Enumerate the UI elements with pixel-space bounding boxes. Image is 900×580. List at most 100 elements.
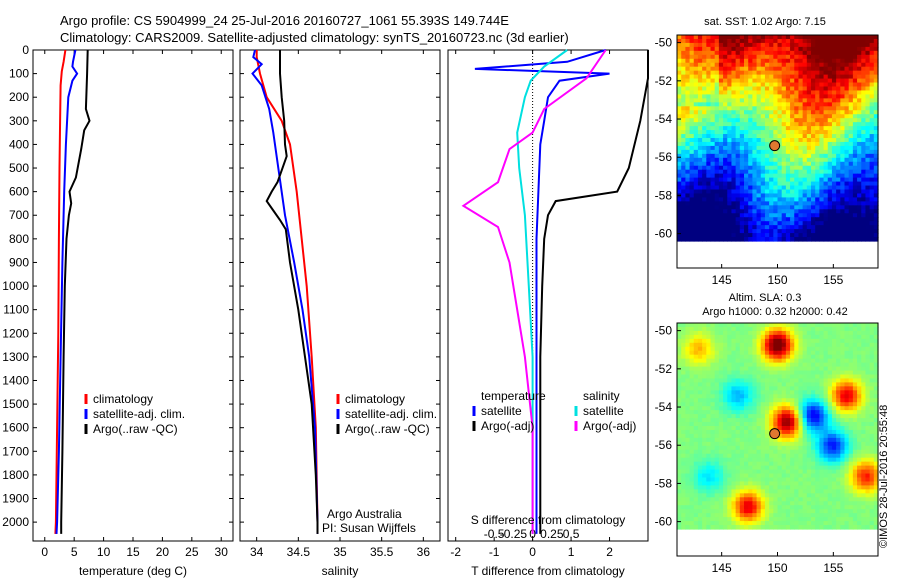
heatmap-cell — [727, 205, 733, 210]
heatmap-cell — [735, 350, 741, 356]
heatmap-cell — [840, 189, 846, 195]
heatmap-cell — [857, 366, 862, 372]
heatmap-cell — [827, 161, 833, 167]
heatmap-cell — [798, 50, 804, 56]
heatmap-cell — [873, 106, 879, 111]
heatmap-cell — [819, 433, 825, 439]
heatmap-cell — [748, 114, 753, 119]
heatmap-cell — [697, 209, 703, 214]
heatmap-cell — [811, 386, 816, 391]
heatmap-cell — [769, 173, 774, 179]
heatmap-cell — [677, 38, 682, 44]
heatmap-cell — [836, 414, 841, 419]
heatmap-cell — [773, 122, 779, 127]
heatmap-cell — [844, 346, 850, 352]
heatmap-cell — [844, 181, 850, 187]
heatmap-cell — [852, 469, 858, 475]
heatmap-cell — [840, 217, 846, 222]
heatmap-cell — [714, 94, 720, 99]
heatmap-cell — [857, 338, 862, 344]
heatmap-cell — [811, 406, 816, 411]
heatmap-cell — [848, 326, 854, 332]
heatmap-cell — [827, 441, 833, 447]
heatmap-cell — [798, 366, 804, 372]
heatmap-cell — [727, 426, 733, 431]
heatmap-cell — [773, 46, 779, 52]
heatmap-cell — [819, 138, 825, 143]
heatmap-cell — [823, 394, 829, 399]
heatmap-cell — [852, 457, 858, 463]
heatmap-cell — [848, 374, 854, 380]
heatmap-cell — [869, 457, 875, 463]
heatmap-cell — [718, 181, 724, 187]
heatmap-cell — [760, 237, 766, 242]
heatmap-cell — [785, 126, 791, 131]
heatmap-cell — [865, 493, 871, 498]
heatmap-cell — [857, 145, 862, 151]
heatmap-cell — [681, 449, 686, 455]
heatmap-cell — [718, 469, 724, 475]
salinity-lines — [251, 49, 319, 534]
heatmap-cell — [823, 114, 829, 119]
heatmap-cell — [744, 493, 749, 498]
heatmap-cell — [836, 406, 841, 411]
heatmap-cell — [689, 221, 695, 226]
heatmap-cell — [685, 98, 691, 103]
heatmap-cell — [827, 189, 833, 195]
heatmap-cell — [735, 38, 741, 44]
heatmap-cell — [748, 185, 753, 191]
heatmap-cell — [819, 323, 825, 328]
heatmap-cell — [702, 38, 707, 44]
heatmap-cell — [760, 410, 766, 415]
heatmap-cell — [865, 134, 871, 139]
heatmap-cell — [689, 429, 695, 435]
heatmap-cell — [823, 201, 829, 206]
heatmap-cell — [697, 410, 703, 415]
heatmap-cell — [811, 485, 816, 490]
heatmap-cell — [852, 221, 858, 226]
heatmap-cell — [798, 114, 804, 119]
heatmap-cell — [697, 78, 703, 84]
heatmap-cell — [710, 350, 716, 356]
heatmap-cell — [781, 78, 787, 84]
heatmap-cell — [827, 201, 833, 206]
heatmap-cell — [823, 110, 829, 115]
heatmap-cell — [739, 414, 745, 419]
heatmap-cell — [764, 433, 770, 439]
heatmap-cell — [693, 457, 699, 463]
heatmap-cell — [794, 189, 800, 195]
heatmap-cell — [815, 338, 820, 344]
heatmap-cell — [718, 445, 724, 451]
heatmap-cell — [677, 433, 682, 439]
heatmap-cell — [848, 66, 854, 72]
heatmap-cell — [764, 426, 770, 431]
heatmap-cell — [723, 437, 728, 443]
heatmap-cell — [794, 122, 800, 127]
heatmap-cell — [852, 398, 858, 403]
difference-legend: temperature salinity satellite Argo(-adj… — [472, 389, 636, 433]
heatmap-cell — [714, 225, 720, 230]
heatmap-cell — [752, 441, 758, 447]
heatmap-cell — [773, 134, 779, 139]
heatmap-cell — [794, 406, 800, 411]
heatmap-cell — [748, 457, 753, 463]
heatmap-cell — [752, 169, 758, 175]
heatmap-cell — [702, 485, 707, 490]
heatmap-cell — [685, 138, 691, 143]
ytick-label: 100 — [9, 67, 29, 81]
heatmap-cell — [764, 189, 770, 195]
heatmap-cell — [735, 414, 741, 419]
heatmap-cell — [731, 157, 737, 163]
heatmap-cell — [731, 122, 737, 127]
heatmap-cell — [802, 429, 808, 435]
heatmap-cell — [706, 126, 712, 131]
heatmap-cell — [848, 110, 854, 115]
heatmap-cell — [723, 177, 728, 183]
heatmap-cell — [769, 66, 774, 72]
heatmap-cell — [873, 394, 879, 399]
heatmap-cell — [790, 138, 795, 143]
heatmap-cell — [739, 102, 745, 107]
heatmap-cell — [873, 437, 879, 443]
heatmap-cell — [748, 461, 753, 467]
heatmap-cell — [831, 118, 837, 123]
